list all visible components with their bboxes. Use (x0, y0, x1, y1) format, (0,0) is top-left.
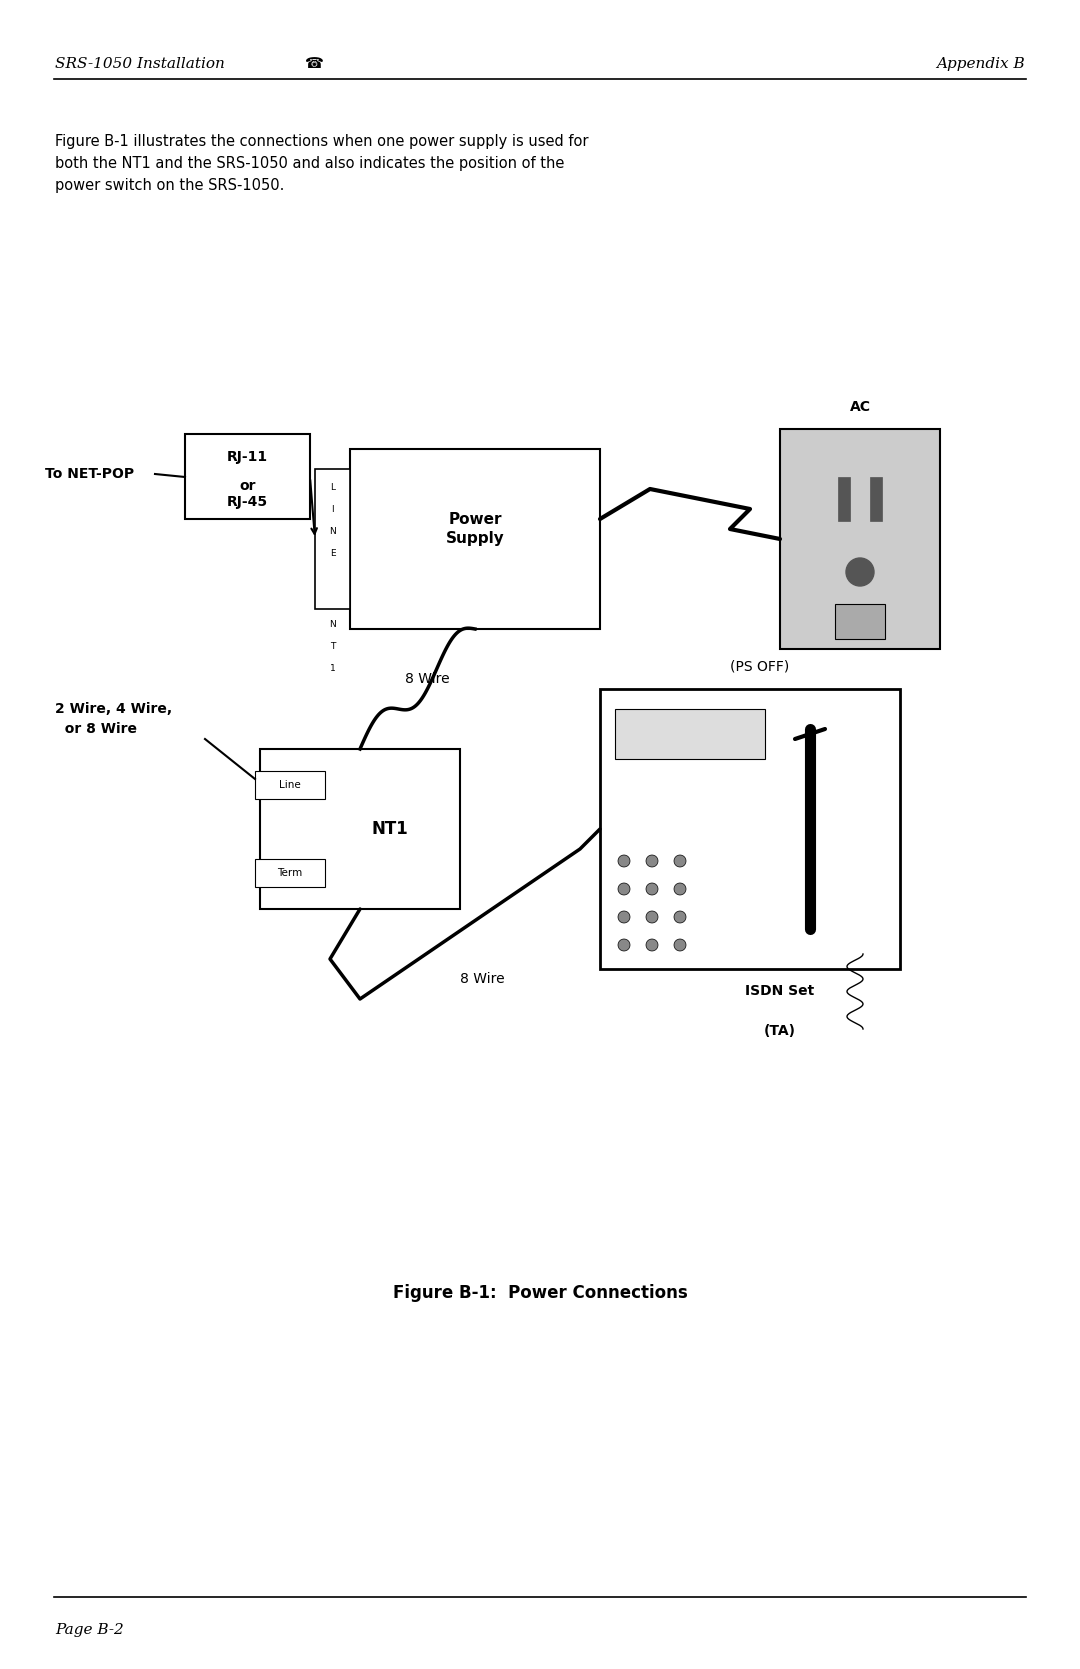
Text: E: E (329, 549, 335, 557)
Circle shape (646, 911, 658, 923)
Circle shape (618, 883, 630, 895)
FancyBboxPatch shape (615, 709, 765, 759)
Text: L: L (330, 482, 335, 491)
Text: To NET-POP: To NET-POP (45, 467, 134, 481)
Text: T: T (329, 641, 335, 651)
Circle shape (646, 940, 658, 951)
Circle shape (674, 883, 686, 895)
FancyBboxPatch shape (835, 604, 885, 639)
Text: N: N (329, 526, 336, 536)
Text: RJ-11: RJ-11 (227, 451, 268, 464)
Circle shape (618, 940, 630, 951)
Text: SRS-1050 Installation: SRS-1050 Installation (55, 57, 225, 72)
Text: Term: Term (278, 868, 302, 878)
Text: Line: Line (279, 779, 301, 789)
FancyBboxPatch shape (260, 749, 460, 910)
Text: 8 Wire: 8 Wire (460, 971, 504, 986)
Circle shape (674, 855, 686, 866)
Text: 1: 1 (329, 664, 336, 673)
FancyBboxPatch shape (255, 860, 325, 886)
FancyBboxPatch shape (600, 689, 900, 970)
Text: NT1: NT1 (372, 819, 408, 838)
FancyBboxPatch shape (350, 449, 600, 629)
FancyBboxPatch shape (185, 434, 310, 519)
Text: Figure B-1 illustrates the connections when one power supply is used for
both th: Figure B-1 illustrates the connections w… (55, 134, 589, 194)
Text: (PS OFF): (PS OFF) (730, 659, 789, 674)
Circle shape (618, 911, 630, 923)
Text: ☎: ☎ (305, 57, 324, 72)
Text: Appendix B: Appendix B (936, 57, 1025, 72)
Text: 8 Wire: 8 Wire (405, 673, 449, 686)
Circle shape (618, 855, 630, 866)
Text: Power
Supply: Power Supply (446, 512, 504, 546)
Text: AC: AC (850, 401, 870, 414)
Text: Figure B-1:  Power Connections: Figure B-1: Power Connections (393, 1283, 687, 1302)
Circle shape (674, 940, 686, 951)
Text: ISDN Set: ISDN Set (745, 985, 814, 998)
Text: N: N (329, 619, 336, 629)
FancyBboxPatch shape (780, 429, 940, 649)
FancyBboxPatch shape (255, 771, 325, 799)
Circle shape (674, 911, 686, 923)
Text: Page B-2: Page B-2 (55, 1622, 124, 1637)
FancyBboxPatch shape (315, 469, 350, 609)
FancyBboxPatch shape (838, 477, 850, 521)
Circle shape (646, 883, 658, 895)
FancyBboxPatch shape (870, 477, 882, 521)
Text: I: I (332, 504, 334, 514)
Text: or
RJ-45: or RJ-45 (227, 479, 268, 509)
Circle shape (846, 557, 874, 586)
Text: 2 Wire, 4 Wire,
  or 8 Wire: 2 Wire, 4 Wire, or 8 Wire (55, 703, 172, 736)
Circle shape (646, 855, 658, 866)
Text: (TA): (TA) (764, 1025, 796, 1038)
